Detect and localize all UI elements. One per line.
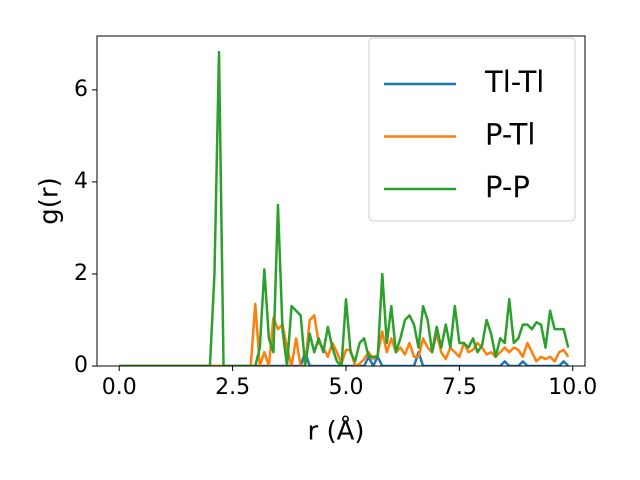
y-tick-label: 0 <box>74 353 88 378</box>
legend: Tl-Tl P-Tl P-P <box>368 37 576 222</box>
x-tick-label: 5.0 <box>328 375 363 400</box>
series-line <box>119 302 570 366</box>
x-tick-label: 7.5 <box>442 375 477 400</box>
y-tick-label: 2 <box>74 261 88 286</box>
y-tick-label: 6 <box>74 77 88 102</box>
x-tick-label: 0.0 <box>102 375 137 400</box>
legend-label: Tl-Tl <box>484 65 544 99</box>
x-tick-label: 2.5 <box>215 375 250 400</box>
y-tick-label: 4 <box>74 169 88 194</box>
legend-label: P-Tl <box>485 118 535 152</box>
plot-frame <box>96 35 586 367</box>
x-axis-label: r (Å) <box>307 415 364 447</box>
y-axis-label: g(r) <box>35 177 65 224</box>
legend-label: P-P <box>485 170 530 204</box>
x-tick-label: 10.0 <box>548 375 597 400</box>
series-line <box>119 50 570 366</box>
